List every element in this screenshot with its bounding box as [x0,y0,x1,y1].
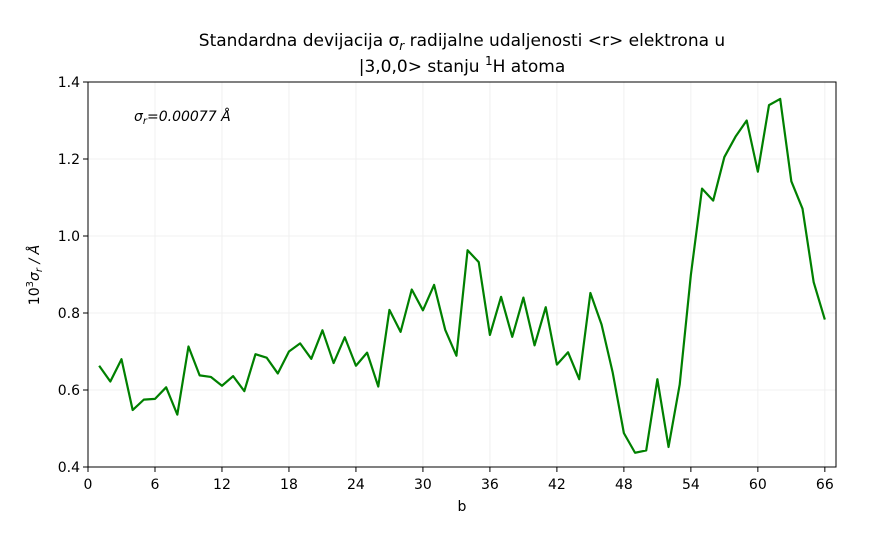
x-tick-label: 36 [481,477,499,493]
y-tick-label: 0.6 [58,383,80,399]
y-tick-label: 1.0 [58,229,80,245]
x-axis-ticks: 0 6 12 18 24 30 36 42 48 54 60 66 [84,467,834,493]
y-tick-label: 1.2 [58,152,80,168]
sigma-annotation: σr=0.00077 Å [134,108,231,127]
x-tick-label: 66 [816,477,834,493]
x-axis-label: b [458,499,467,515]
y-tick-label: 0.4 [58,460,80,476]
x-tick-label: 54 [682,477,700,493]
x-tick-label: 12 [213,477,231,493]
x-tick-label: 0 [84,477,93,493]
series-group [98,97,826,454]
x-tick-label: 60 [749,477,767,493]
x-tick-label: 6 [151,477,160,493]
chart-title-line-1: Standardna devijacija σr radijalne udalj… [199,31,725,53]
x-tick-label: 30 [414,477,432,493]
series-line [98,97,826,454]
chart-title-line-2: |3,0,0> stanju 1H atoma [359,54,566,77]
y-tick-label: 1.4 [58,75,80,91]
grid-lines [87,81,836,468]
x-tick-label: 24 [347,477,365,493]
plot-frame [87,81,837,468]
y-axis-ticks: 0.4 0.6 0.8 1.0 1.2 1.4 [58,75,88,476]
x-tick-label: 48 [615,477,633,493]
y-axis-label: 103σr / Å [25,245,45,305]
y-tick-label: 0.8 [58,306,80,322]
x-tick-label: 42 [548,477,566,493]
x-tick-label: 18 [280,477,298,493]
